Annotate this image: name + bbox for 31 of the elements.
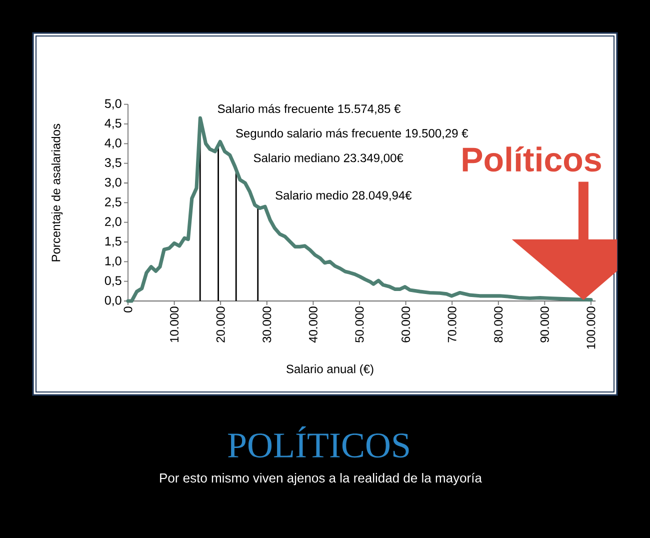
x-tick-label: 50.000 <box>355 306 364 342</box>
y-tick-label: 0,0 <box>104 296 122 306</box>
x-tick-label: 40.000 <box>308 306 318 343</box>
ref-line-label: Salario medio 28.049,94€ <box>276 190 412 201</box>
x-tick-label: 90.000 <box>540 306 549 342</box>
y-tick-label: 4,0 <box>104 138 122 149</box>
annotation: Políticos <box>462 146 601 172</box>
x-tick-label: 80.000 <box>494 306 503 342</box>
y-axis-title: Porcentaje de asalariados <box>51 124 63 262</box>
x-tick-label: 60.000 <box>402 306 410 342</box>
ref-line-label: Segundo salario más frecuente 19.500,29 € <box>236 128 468 140</box>
x-tick-label: 70.000 <box>448 306 456 342</box>
y-tick-label: 2,0 <box>105 217 122 228</box>
x-tick-label: 10.000 <box>170 306 179 342</box>
text: Por esto mismo viven ajenos a la realidad de la mayoría <box>160 472 482 486</box>
y-tick-label: 5,0 <box>104 99 122 110</box>
ref-line-label: Salario mediano 23.349,00€ <box>254 153 404 164</box>
y-tick-label: 1,5 <box>105 236 122 248</box>
x-tick-label: 20.000 <box>216 306 225 342</box>
x-axis-title: Salario anual (€) <box>286 364 374 376</box>
y-tick-label: 4,5 <box>104 118 122 130</box>
y-tick-label: 3,5 <box>104 158 122 168</box>
text: POLÍTICOS <box>228 426 409 458</box>
y-tick-label: 3,0 <box>104 178 122 188</box>
x-tick-label: 0 <box>124 306 132 312</box>
x-tick-label: 100.000 <box>586 306 596 349</box>
y-tick-label: 2,5 <box>105 198 122 208</box>
y-tick-label: 1,0 <box>105 256 122 267</box>
ref-line-label: Salario más frecuente 15.574,85 € <box>218 104 401 114</box>
y-tick-label: 0,5 <box>104 276 122 286</box>
x-tick-label: 30.000 <box>262 306 272 342</box>
